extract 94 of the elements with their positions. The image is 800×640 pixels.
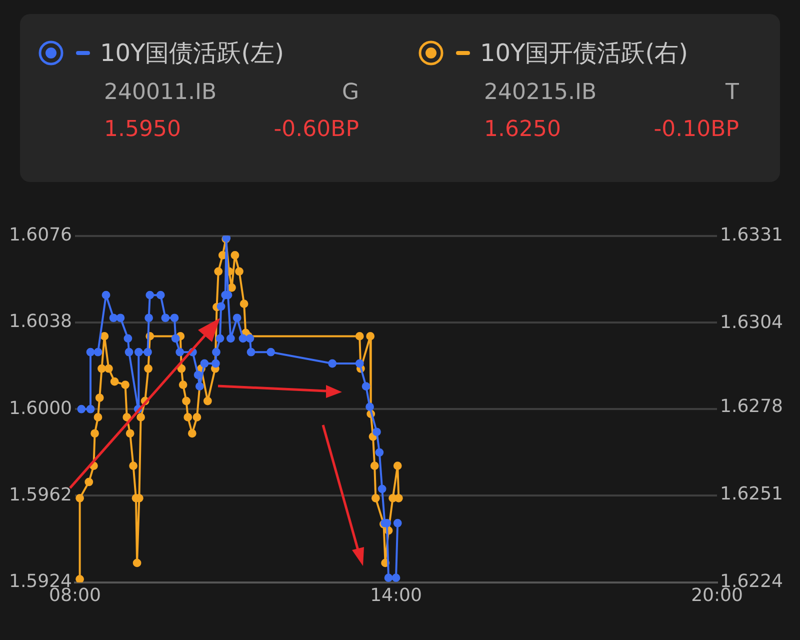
point (122, 413, 132, 422)
point (76, 494, 84, 502)
point (94, 348, 102, 356)
text: G (340, 80, 359, 105)
point (124, 348, 134, 356)
point (212, 348, 220, 356)
text: 1.6250 (484, 117, 562, 142)
point (178, 380, 188, 390)
y-tick-label: 1.6076 (9, 224, 72, 246)
point (182, 396, 190, 406)
y-tick-label: 1.5962 (9, 484, 72, 506)
point (194, 370, 202, 380)
legend-label: 10Y国开债活跃(右) (480, 38, 688, 69)
text: 240215.IB (484, 80, 598, 105)
point (176, 348, 184, 356)
point (188, 429, 196, 438)
point (126, 429, 134, 438)
point (230, 251, 240, 260)
point (98, 364, 106, 373)
point (378, 484, 386, 494)
point (86, 404, 95, 414)
point (355, 332, 364, 340)
point (393, 462, 402, 470)
y2-tick-label: 1.6278 (720, 396, 783, 418)
point (366, 402, 374, 412)
point (216, 334, 224, 343)
point (184, 413, 192, 422)
point (95, 394, 104, 402)
point (240, 300, 248, 308)
point (392, 574, 400, 582)
point (192, 413, 202, 422)
y-tick-label: 1.6000 (9, 398, 72, 419)
point (384, 574, 393, 582)
point (203, 396, 212, 406)
point (110, 377, 119, 386)
point (235, 267, 244, 276)
point (104, 364, 113, 373)
text: -0.10BP (652, 117, 739, 142)
y2-tick-label: 1.6251 (720, 484, 783, 505)
point (211, 359, 220, 368)
text: T (724, 80, 739, 105)
point (134, 348, 143, 356)
point (94, 413, 102, 422)
point (246, 334, 254, 343)
point (200, 359, 209, 368)
y-tick-label: 1.6038 (9, 311, 72, 332)
point (366, 332, 375, 340)
point (100, 332, 109, 340)
point (146, 290, 154, 300)
point (86, 348, 95, 356)
point (156, 290, 165, 300)
point (393, 518, 402, 528)
text: -0.60BP (272, 117, 359, 142)
point (177, 364, 186, 373)
point (228, 283, 236, 292)
point (232, 314, 242, 322)
text: 240011.IB (104, 80, 218, 105)
point (216, 302, 226, 311)
point (355, 359, 364, 368)
point (161, 314, 170, 322)
point (136, 413, 145, 422)
point (121, 380, 130, 390)
point (266, 348, 276, 356)
point (370, 462, 379, 470)
point (77, 404, 86, 414)
point (226, 334, 235, 343)
point (144, 348, 152, 356)
point (246, 348, 256, 356)
point (124, 334, 132, 343)
point (144, 364, 152, 373)
point (328, 359, 337, 368)
y2-tick-label: 1.6304 (720, 312, 783, 333)
legend-label: 10Y国债活跃(左) (100, 38, 284, 69)
point (129, 462, 138, 470)
y2-tick-label: 1.6331 (720, 224, 783, 246)
x-tick-label: 14:00 (370, 584, 422, 606)
point (375, 448, 384, 457)
point (116, 314, 125, 322)
point (195, 382, 204, 390)
text: 1.5950 (104, 117, 182, 142)
point (102, 290, 110, 300)
point (144, 314, 154, 322)
point (362, 382, 370, 390)
point (109, 314, 118, 322)
point (170, 314, 179, 322)
point (371, 494, 380, 502)
point (132, 558, 142, 568)
point (84, 478, 94, 486)
point (90, 429, 99, 438)
point (372, 428, 381, 436)
point (238, 334, 248, 343)
point (171, 334, 180, 343)
point (214, 267, 223, 276)
point (76, 574, 84, 582)
